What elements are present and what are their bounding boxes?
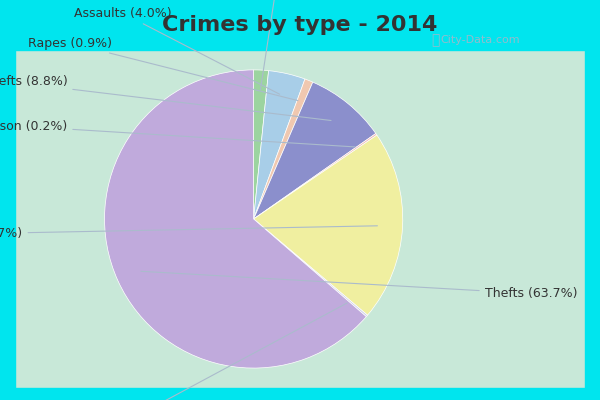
Text: Robberies (1.6%): Robberies (1.6%) bbox=[222, 0, 330, 90]
Text: Crimes by type - 2014: Crimes by type - 2014 bbox=[163, 15, 437, 35]
Wedge shape bbox=[254, 71, 305, 219]
Text: Arson (0.2%): Arson (0.2%) bbox=[0, 120, 355, 147]
Text: Assaults (4.0%): Assaults (4.0%) bbox=[74, 7, 280, 94]
Wedge shape bbox=[254, 134, 377, 219]
Wedge shape bbox=[254, 135, 403, 315]
Text: City-Data.com: City-Data.com bbox=[440, 35, 520, 45]
Text: Thefts (63.7%): Thefts (63.7%) bbox=[141, 271, 577, 300]
Text: Burglaries (20.7%): Burglaries (20.7%) bbox=[0, 226, 377, 240]
Text: Murders (0.2%): Murders (0.2%) bbox=[53, 303, 347, 400]
Wedge shape bbox=[104, 70, 367, 368]
Wedge shape bbox=[254, 219, 368, 317]
Wedge shape bbox=[254, 70, 269, 219]
Text: Auto thefts (8.8%): Auto thefts (8.8%) bbox=[0, 75, 331, 120]
Text: ⦿: ⦿ bbox=[431, 33, 439, 47]
Wedge shape bbox=[254, 82, 376, 219]
Text: Rapes (0.9%): Rapes (0.9%) bbox=[28, 36, 298, 101]
Wedge shape bbox=[254, 79, 313, 219]
